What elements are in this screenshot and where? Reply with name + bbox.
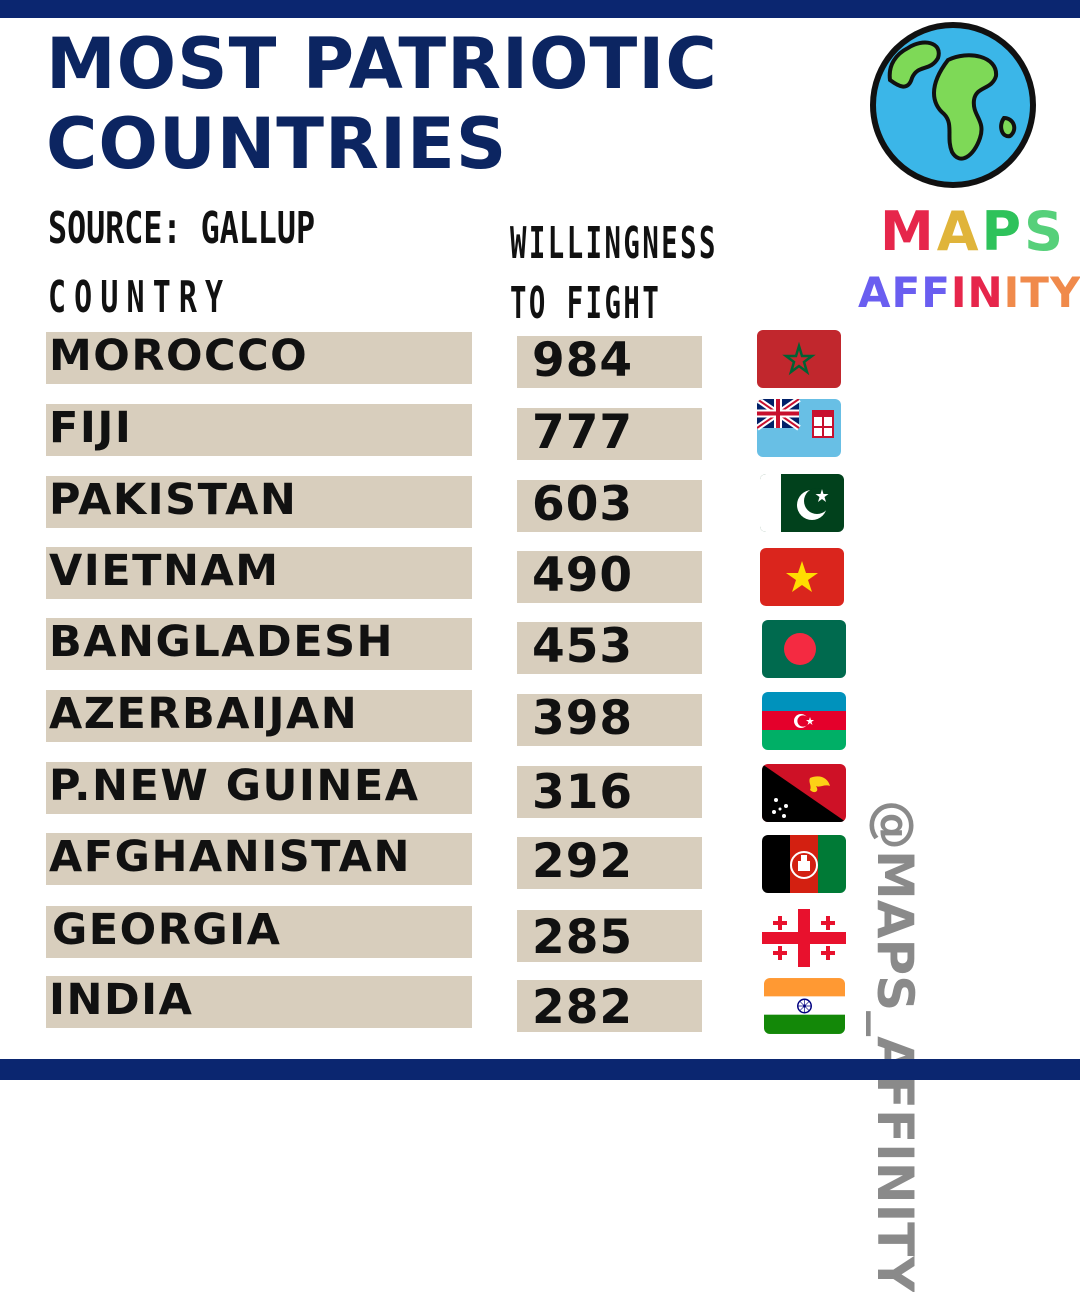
table-row: INDIA 282: [0, 974, 1080, 1046]
value-cell: [517, 480, 702, 532]
logo-affinity-letters-1: AFF: [858, 268, 951, 317]
willingness-value: 777: [532, 405, 634, 460]
table-row: PAKISTAN 603: [0, 474, 1080, 546]
papua-new-guinea-flag: [762, 764, 846, 822]
country-cell: [46, 690, 472, 742]
country-cell: [46, 547, 472, 599]
table-row: AZERBAIJAN 398: [0, 688, 1080, 760]
country-cell: [46, 906, 472, 958]
value-cell: [517, 980, 702, 1032]
logo-maps-letter-m: M: [880, 200, 937, 263]
country-name: VIETNAM: [49, 546, 280, 596]
table-row: P.NEW GUINEA 316: [0, 760, 1080, 832]
india-flag: [764, 978, 845, 1034]
country-cell: [46, 833, 472, 885]
country-cell: [46, 404, 472, 456]
afghanistan-flag: [762, 835, 846, 893]
country-name: GEORGIA: [52, 905, 282, 955]
azerbaijan-flag: [762, 692, 846, 750]
logo-maps-letter-a: A: [936, 200, 982, 263]
willingness-value: 282: [532, 980, 634, 1035]
willingness-column-header-line2: TO FIGHT: [510, 278, 662, 329]
pakistan-flag: [760, 474, 844, 532]
willingness-value: 316: [532, 765, 634, 820]
globe-icon: [870, 22, 1036, 188]
logo-maps-letter-s: S: [1024, 200, 1067, 263]
willingness-value: 490: [532, 548, 634, 603]
willingness-value: 603: [532, 477, 634, 532]
country-cell: [46, 332, 472, 384]
value-cell: [517, 551, 702, 603]
country-name: MOROCCO: [49, 331, 309, 381]
logo-affinity-letters-2: IN: [950, 268, 1004, 317]
value-cell: [517, 910, 702, 962]
country-name: FIJI: [49, 403, 133, 453]
value-cell: [517, 622, 702, 674]
page-title: MOST PATRIOTIC COUNTRIES: [46, 23, 718, 185]
georgia-flag: [762, 909, 846, 967]
table-row: BANGLADESH 453: [0, 616, 1080, 688]
country-name: BANGLADESH: [49, 617, 395, 667]
value-cell: [517, 336, 702, 388]
country-name: AZERBAIJAN: [49, 689, 359, 739]
table-row: AFGHANISTAN 292: [0, 831, 1080, 903]
value-cell: [517, 766, 702, 818]
source-label: SOURCE: GALLUP: [48, 203, 316, 254]
logo-affinity-text: AFFINITY: [858, 268, 1080, 317]
morocco-flag: [757, 330, 841, 388]
bangladesh-flag: [762, 620, 846, 678]
table-row: GEORGIA 285: [0, 904, 1080, 976]
country-column-header: COUNTRY: [48, 272, 232, 323]
country-name: INDIA: [49, 975, 194, 1025]
logo-affinity-letters-3: ITY: [1003, 268, 1080, 317]
logo-maps-text: MAPS: [880, 200, 1066, 263]
willingness-column-header: WILLINGNESS: [510, 218, 718, 269]
country-cell: [46, 976, 472, 1028]
willingness-value: 398: [532, 691, 634, 746]
value-cell: [517, 837, 702, 889]
table-row: VIETNAM 490: [0, 545, 1080, 617]
table-row: FIJI 777: [0, 399, 1080, 474]
value-cell: [517, 408, 702, 460]
fiji-flag: [757, 399, 841, 457]
country-cell: [46, 476, 472, 528]
country-name: PAKISTAN: [49, 475, 298, 525]
vietnam-flag: [760, 548, 844, 606]
willingness-value: 285: [532, 910, 634, 965]
willingness-value: 453: [532, 619, 634, 674]
social-handle: @MAPS_AFFINITY: [866, 800, 924, 1292]
country-name: P.NEW GUINEA: [49, 761, 420, 811]
willingness-value: 984: [532, 333, 634, 388]
country-name: AFGHANISTAN: [49, 832, 411, 882]
top-border: [0, 0, 1080, 18]
value-cell: [517, 694, 702, 746]
bottom-border: [0, 1059, 1080, 1080]
logo-maps-letter-p: P: [981, 200, 1025, 263]
table-row: MOROCCO 984: [0, 330, 1080, 402]
willingness-value: 292: [532, 834, 634, 889]
country-cell: [46, 762, 472, 814]
country-cell: [46, 618, 472, 670]
